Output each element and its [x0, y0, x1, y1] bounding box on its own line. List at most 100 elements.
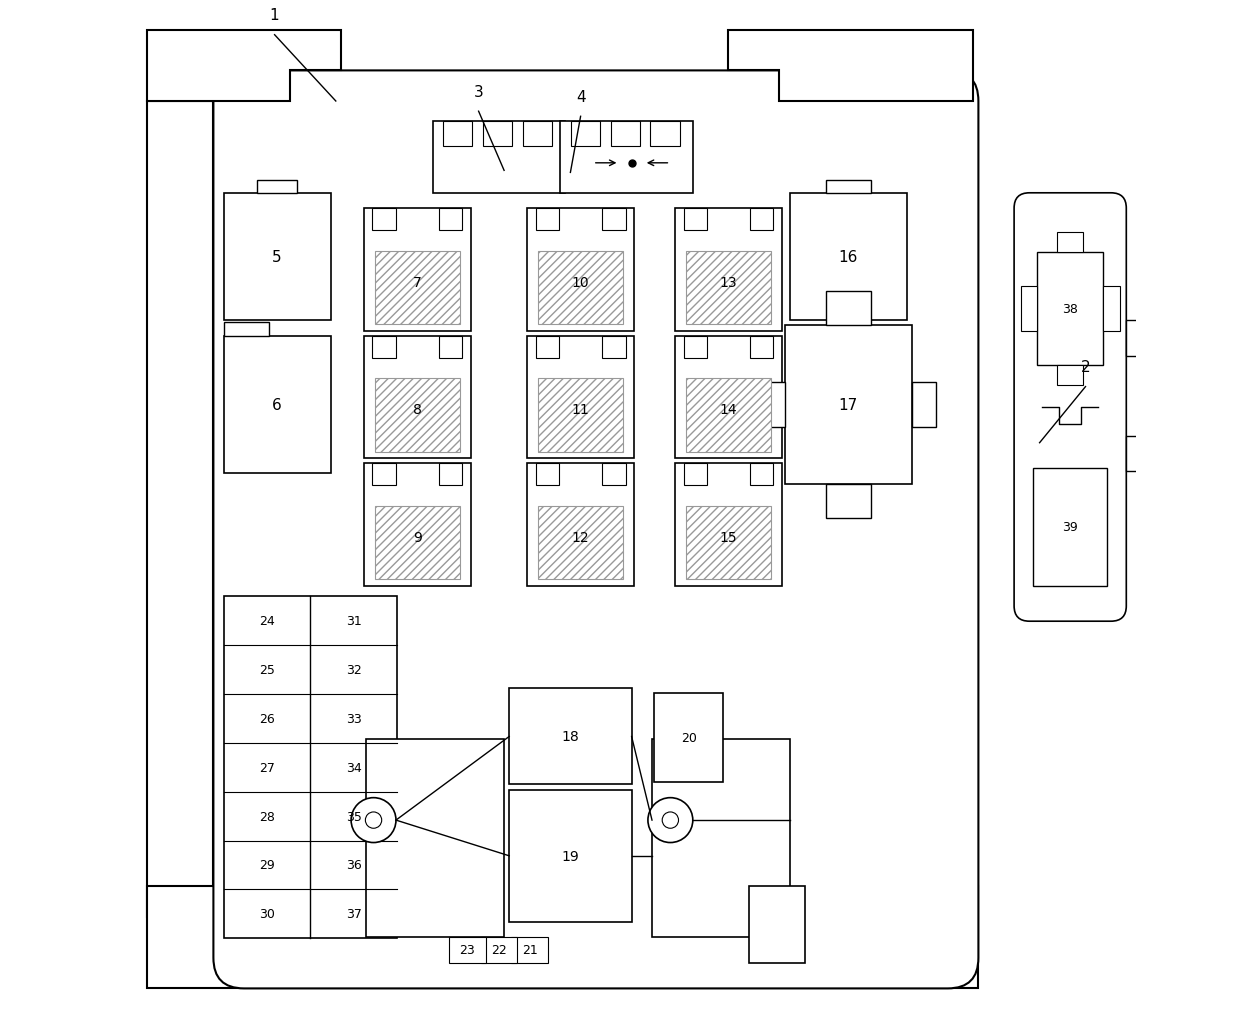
Bar: [784, 326, 912, 484]
Bar: [147, 887, 979, 988]
Bar: [375, 506, 460, 580]
Bar: [528, 464, 634, 586]
Bar: [538, 252, 624, 325]
Bar: [1126, 436, 1145, 472]
Text: 33: 33: [346, 712, 362, 725]
Bar: [601, 209, 625, 231]
Bar: [538, 379, 624, 452]
Text: 20: 20: [680, 732, 697, 744]
Bar: [509, 790, 632, 922]
Text: 18: 18: [561, 730, 579, 743]
Circle shape: [351, 798, 396, 843]
Bar: [1126, 321, 1145, 357]
Bar: [439, 209, 462, 231]
Bar: [444, 122, 472, 148]
Bar: [375, 379, 460, 452]
Bar: [685, 506, 772, 580]
Bar: [1037, 253, 1104, 365]
Bar: [685, 379, 772, 452]
Text: 32: 32: [346, 663, 362, 676]
Bar: [684, 336, 707, 359]
Bar: [601, 336, 625, 359]
Text: 29: 29: [259, 859, 274, 871]
Bar: [560, 122, 693, 194]
Polygon shape: [147, 102, 213, 917]
Bar: [826, 484, 871, 519]
Bar: [223, 596, 397, 938]
Text: 31: 31: [346, 614, 362, 627]
Bar: [571, 122, 600, 148]
Text: 8: 8: [413, 403, 422, 417]
Bar: [363, 209, 471, 331]
Text: 7: 7: [413, 275, 422, 289]
Bar: [684, 464, 707, 486]
Bar: [650, 122, 679, 148]
FancyBboxPatch shape: [1014, 194, 1126, 622]
Bar: [675, 464, 782, 586]
Bar: [509, 688, 632, 785]
FancyBboxPatch shape: [213, 71, 979, 988]
Bar: [749, 464, 773, 486]
Bar: [826, 291, 871, 326]
Text: 22: 22: [491, 944, 507, 956]
Bar: [372, 464, 396, 486]
Text: 26: 26: [259, 712, 274, 725]
Text: 9: 9: [413, 530, 422, 544]
Bar: [223, 194, 331, 321]
Bar: [749, 336, 773, 359]
Bar: [912, 383, 936, 427]
Text: 35: 35: [346, 810, 362, 822]
Text: 16: 16: [838, 250, 858, 265]
Bar: [363, 464, 471, 586]
Circle shape: [662, 812, 679, 828]
Text: 36: 36: [346, 859, 362, 871]
Bar: [372, 336, 396, 359]
Text: 17: 17: [838, 397, 858, 413]
Bar: [439, 336, 462, 359]
Bar: [439, 464, 462, 486]
Text: 2: 2: [1080, 360, 1090, 375]
Text: 10: 10: [571, 275, 589, 289]
Bar: [610, 122, 640, 148]
Bar: [1104, 286, 1120, 331]
Bar: [749, 209, 773, 231]
Bar: [675, 209, 782, 331]
Bar: [223, 322, 268, 336]
Text: 38: 38: [1063, 303, 1078, 316]
Circle shape: [366, 812, 382, 828]
Text: 5: 5: [272, 250, 282, 265]
Bar: [432, 122, 565, 194]
Bar: [789, 194, 907, 321]
Text: 3: 3: [474, 85, 484, 100]
Bar: [528, 336, 634, 459]
Text: 39: 39: [1063, 521, 1078, 534]
Bar: [535, 336, 559, 359]
Text: 30: 30: [259, 908, 274, 920]
Text: 4: 4: [576, 90, 585, 105]
Bar: [511, 937, 548, 963]
Text: 23: 23: [460, 944, 475, 956]
Text: 27: 27: [259, 761, 274, 773]
Circle shape: [648, 798, 693, 843]
Bar: [375, 252, 460, 325]
Bar: [257, 181, 297, 194]
Text: 12: 12: [571, 530, 589, 544]
Bar: [1034, 469, 1106, 586]
Bar: [652, 739, 789, 937]
Bar: [749, 887, 804, 963]
Text: 25: 25: [259, 663, 274, 676]
Bar: [535, 209, 559, 231]
Polygon shape: [728, 31, 974, 102]
Bar: [654, 693, 723, 783]
Text: 15: 15: [719, 530, 737, 544]
Text: 13: 13: [719, 275, 737, 289]
Bar: [449, 937, 486, 963]
Text: 14: 14: [719, 403, 737, 417]
Bar: [826, 181, 871, 194]
Bar: [523, 122, 553, 148]
Text: 37: 37: [346, 908, 362, 920]
Bar: [1058, 232, 1084, 253]
Bar: [528, 209, 634, 331]
Text: 24: 24: [259, 614, 274, 627]
Text: 6: 6: [272, 397, 282, 413]
